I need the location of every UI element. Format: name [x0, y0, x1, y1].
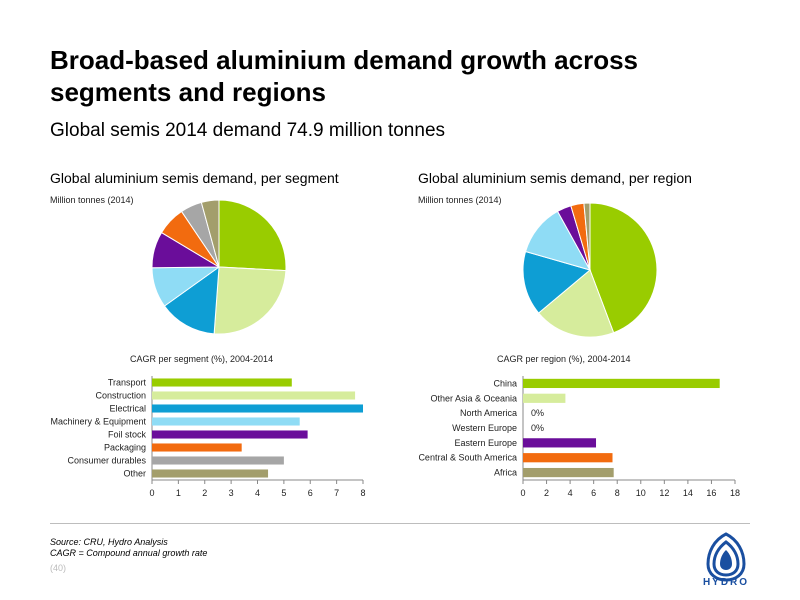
region-bar-bar: [523, 453, 613, 463]
region-bar-category-label: Central & South America: [418, 453, 517, 463]
segment-bar-bar: [152, 404, 363, 413]
segment-bar-tick-label: 5: [281, 488, 286, 498]
segment-bar-category-label: Transport: [108, 378, 147, 388]
region-pie-slice: [522, 250, 592, 314]
region-bar-tick-label: 0: [520, 488, 525, 498]
cagr-definition-note: CAGR = Compound annual growth rate: [50, 548, 208, 558]
region-bar-value-label: 0%: [531, 423, 544, 433]
segment-bar-bar: [152, 430, 308, 439]
segment-bar-bar: [152, 469, 269, 478]
region-pie-slice: [589, 202, 658, 334]
region-bar-category-label: China: [493, 378, 517, 388]
region-bar-tick-label: 14: [683, 488, 693, 498]
segment-panel-unit: Million tonnes (2014): [50, 195, 134, 205]
region-panel-title: Global aluminium semis demand, per regio…: [418, 170, 692, 186]
source-note: Source: CRU, Hydro Analysis: [50, 537, 168, 547]
segment-pie-slice: [200, 199, 220, 268]
segment-bar-tick-label: 8: [360, 488, 365, 498]
hydro-logo-icon: [706, 532, 746, 582]
region-bar-tick-label: 6: [591, 488, 596, 498]
region-bar-tick-label: 2: [544, 488, 549, 498]
region-panel-unit: Million tonnes (2014): [418, 195, 502, 205]
segment-bar-tick-label: 6: [308, 488, 313, 498]
segment-bar-bar: [152, 391, 356, 400]
region-bar-category-label: Eastern Europe: [454, 438, 517, 448]
page-number: (40): [50, 563, 67, 573]
segment-cagr-title: CAGR per segment (%), 2004-2014: [130, 354, 274, 364]
region-bar-tick-label: 10: [636, 488, 646, 498]
segment-bar-tick-label: 1: [176, 488, 181, 498]
segment-panel-title: Global aluminium semis demand, per segme…: [50, 170, 339, 186]
segment-bar-bar: [152, 417, 300, 426]
segment-bar-category-label: Foil stock: [108, 430, 147, 440]
region-bar-tick-label: 4: [568, 488, 573, 498]
region-bar-bar: [523, 378, 720, 389]
region-pie-slice: [537, 269, 615, 338]
segment-bar-tick-label: 3: [229, 488, 234, 498]
segment-pie-slice: [163, 265, 220, 335]
region-bar-category-label: Western Europe: [452, 423, 517, 433]
region-pie-slice: [583, 202, 591, 271]
page-subtitle: Global semis 2014 demand 74.9 million to…: [50, 120, 446, 141]
segment-bar-category-label: Other: [123, 469, 146, 479]
region-bar-tick-label: 8: [615, 488, 620, 498]
segment-bar-bar: [152, 443, 242, 452]
segment-bar-tick-label: 4: [255, 488, 260, 498]
region-bar-tick-label: 16: [706, 488, 716, 498]
region-bar-category-label: Other Asia & Oceania: [430, 393, 517, 403]
footer-divider: [50, 523, 750, 524]
segment-bar-bar: [152, 378, 292, 387]
region-bar-tick-label: 18: [730, 488, 740, 498]
segment-bar-category-label: Consumer durables: [67, 456, 146, 466]
hydro-logo-text: HYDRO: [702, 577, 750, 588]
region-bar-bar: [523, 393, 566, 403]
segment-bar-category-label: Packaging: [104, 443, 146, 453]
segment-bar-category-label: Machinery & Equipment: [50, 417, 146, 427]
segment-bar-bar: [152, 456, 284, 465]
region-bar-tick-label: 12: [659, 488, 669, 498]
segment-pie-slice: [218, 199, 287, 272]
region-bar-value-label: 0%: [531, 408, 544, 418]
segment-bar-tick-label: 0: [149, 488, 154, 498]
region-bar-category-label: North America: [460, 408, 517, 418]
region-cagr-title: CAGR per region (%), 2004-2014: [497, 354, 631, 364]
segment-pie-slice: [213, 266, 287, 335]
region-bar-category-label: Africa: [494, 468, 517, 478]
region-bar-bar: [523, 467, 614, 478]
segment-bar-tick-label: 2: [202, 488, 207, 498]
segment-bar-tick-label: 7: [334, 488, 339, 498]
segment-bar-category-label: Electrical: [109, 404, 146, 414]
segment-bar-category-label: Construction: [95, 391, 146, 401]
page-title: Broad-based aluminium demand growth acro…: [50, 45, 638, 107]
region-bar-bar: [523, 438, 597, 448]
